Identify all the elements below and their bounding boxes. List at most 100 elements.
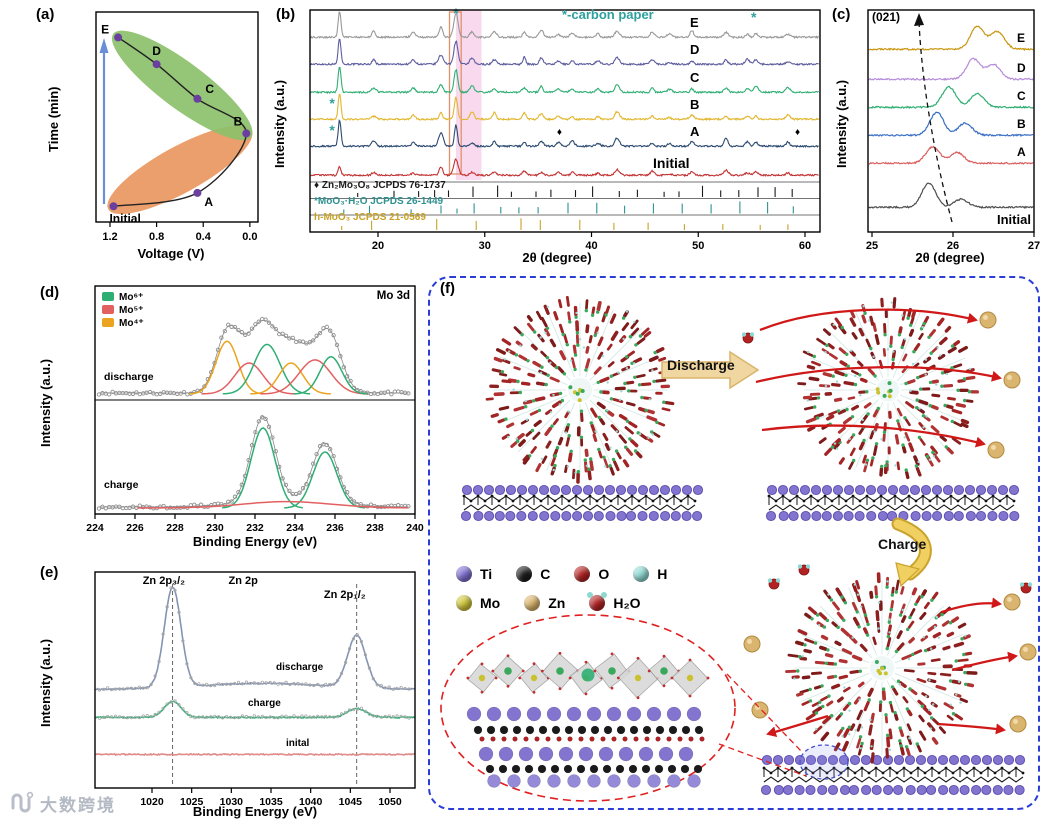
legend-label-h: H [657,566,668,582]
legend-label-mo: Mo [480,595,501,611]
molybdenum-atom-icon [456,595,472,611]
panel-d-label: (d) [40,284,60,301]
legend-item-mo: Mo [456,595,500,611]
svg-text:226: 226 [126,522,144,534]
svg-text:240: 240 [406,522,424,534]
panel-c: (c) Intensity (a.u.) E D C B A Initial 25 26 27 … [830,0,1047,268]
xrd-series-A [310,119,819,149]
series-label-D: D [690,42,699,57]
series-label-Initial: Initial [997,212,1031,227]
zn2mo3o8-diamond-marker: ♦ [557,127,562,138]
series-label-B: B [690,97,699,112]
svg-text:238: 238 [366,522,384,534]
panel-a-label: (a) [36,6,55,23]
panel-a-chart: Initial A B C D E 1.2 0.8 0.4 0.0 [95,11,259,243]
series-label-inital: inital [286,738,310,749]
zn-ion [979,311,997,329]
fit-peak-Mo⁴⁺ [189,340,264,395]
state-label-A: A [204,195,213,209]
svg-text:224: 224 [86,522,104,534]
series-label-B: B [1017,117,1026,131]
legend-item-zn: Zn [524,595,565,611]
svg-text:26: 26 [947,240,959,252]
discharge-arrow-label: Discharge [667,357,735,373]
panel-f-schematic [440,295,1037,802]
watermark: 大数跨境 [8,790,116,816]
svg-text:232: 232 [246,522,264,534]
svg-text:234: 234 [286,522,304,534]
fit-peak-Mo⁶⁺ [293,356,368,395]
legend-label-3: Mo⁴⁺ [119,318,144,329]
state-point-A [193,188,202,197]
highlight-band [455,10,482,180]
legend-label-h2o: H₂O [613,595,641,611]
peak-label-1: Zn 2p₃/₂ [143,575,185,587]
legend-label-ti: Ti [480,566,493,582]
panel-b-ylabel: Intensity (a.u.) [272,79,287,168]
legend-item-h: H [633,566,667,582]
series-label-charge: charge [248,698,281,709]
panel-e-chart: Zn 2p₃/₂ Zn 2p Zn 2p₁/₂ discharge charge init… [94,571,416,808]
xrd-zoom-series-D [868,57,1034,82]
sub-panel-label-charge: charge [104,479,139,491]
svg-text:0.4: 0.4 [196,231,212,243]
watermark-text: 大数跨境 [40,795,116,815]
svg-text:50: 50 [692,240,704,252]
carbon-paper-asterisk: * [329,122,335,138]
svg-text:1035: 1035 [259,796,283,808]
panel-f-legend: Ti C O H Mo Zn H₂O [456,566,667,611]
xrd-series-D [310,38,819,67]
ion-flux-arrow [951,651,1018,672]
panel-a-xlabel: Voltage (V) [137,246,205,261]
series-label-discharge: discharge [276,662,324,673]
state-label-Initial: Initial [109,211,140,225]
zn-ion [1003,371,1021,389]
ion-flux-arrow [937,722,1006,735]
water-molecule [797,564,811,576]
legend-swatch-1 [102,292,114,301]
panel-b-xlabel: 2θ (degree) [522,250,592,265]
panel-a-ylabel: Time (min) [46,86,61,153]
state-point-C [193,94,202,103]
series-label-Initial: Initial [653,155,690,171]
legend-label-zn: Zn [548,595,566,611]
watermark-logo [11,791,34,813]
panel-c-ylabel: Intensity (a.u.) [834,79,849,168]
electrode-slab-bottom [760,754,1026,796]
series-label-C: C [690,70,700,85]
state-label-D: D [152,44,161,58]
svg-text:1.2: 1.2 [102,231,117,243]
ion-flux-arrow [759,308,978,332]
svg-text:0.0: 0.0 [242,231,257,243]
svg-text:1050: 1050 [378,796,402,808]
sub-panel-label-discharge: discharge [104,371,154,383]
panel-e-xlabel: Binding Energy (eV) [192,804,318,819]
interface-inset [440,614,807,802]
zn-ion [1019,643,1037,661]
svg-text:236: 236 [326,522,344,534]
svg-text:20: 20 [372,240,384,252]
oxygen-atom-icon [574,566,591,582]
fit-peak-Mo⁶⁺ [222,427,303,509]
state-point-E [114,33,123,42]
panel-f: (f) Discharge Charge Ti C O H Mo Zn H₂O [428,276,1040,810]
panel-c-label: (c) [832,6,851,23]
svg-text:1045: 1045 [339,796,363,808]
carbon-paper-asterisk: * [751,9,757,25]
zn-ion [743,635,761,653]
ion-flux-arrow [755,366,1002,384]
legend-label-o: O [598,566,610,582]
legend-row-2: Mo Zn H₂O [456,592,667,611]
carbon-paper-asterisk: * [329,95,335,111]
legend-label-c: C [540,566,551,582]
svg-text:228: 228 [166,522,184,534]
mo3d-annotation: Mo 3d [377,290,410,302]
panel-b-label: (b) [276,6,296,23]
carbon-paper-asterisk: * [453,5,459,21]
series-label-E: E [690,15,699,30]
reference-label-moo3-h2o: *MoO₃·H₂O JCPDS 26-1449 [314,196,444,207]
state-point-Initial [109,202,118,211]
zn-ion [751,701,769,719]
state-label-B: B [234,114,243,128]
